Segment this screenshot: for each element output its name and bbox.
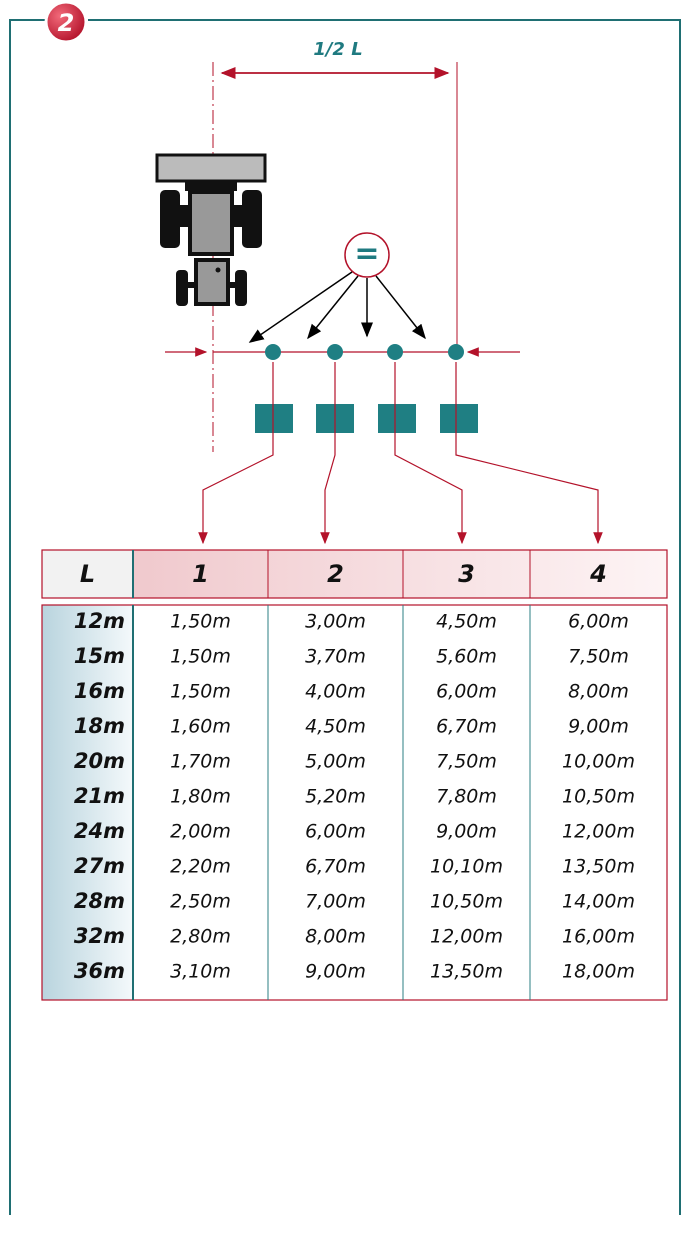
cell-value: 7,50m: [568, 646, 629, 668]
row-label: 32m: [74, 924, 125, 948]
cell-value: 6,70m: [436, 716, 497, 738]
cell-value: 1,80m: [170, 786, 231, 808]
row-label: 28m: [74, 889, 125, 913]
cell-value: 4,50m: [436, 611, 497, 633]
cell-value: 3,70m: [305, 646, 366, 668]
cell-value: 5,60m: [436, 646, 497, 668]
header-text: 4: [589, 560, 607, 588]
body-border: [41, 604, 668, 1001]
cell-value: 1,50m: [170, 681, 231, 703]
row-label: 16m: [74, 679, 125, 703]
row-label: 15m: [74, 644, 125, 668]
cell-value: 7,50m: [436, 751, 497, 773]
cell-value: 3,00m: [305, 611, 366, 633]
header-border: [41, 549, 668, 599]
cell-value: 13,50m: [562, 856, 635, 878]
cell-value: 7,00m: [305, 891, 366, 913]
cell-value: 12,00m: [430, 926, 503, 948]
header-text: 1: [192, 560, 209, 588]
cell-value: 6,70m: [305, 856, 366, 878]
equal-circle: [344, 232, 390, 278]
table: L 1 2 3 4 12m 1,50m 3,00m 4,50m 6,00m 15m 1,50m 3,70…: [41, 549, 668, 1001]
row-label: 21m: [74, 784, 125, 808]
cell-value: 1,70m: [170, 751, 231, 773]
cell-value: 6,00m: [568, 611, 629, 633]
cell-value: 5,20m: [305, 786, 366, 808]
cell-value: 1,50m: [170, 611, 231, 633]
header-text: 2: [327, 560, 344, 588]
cell-value: 10,00m: [562, 751, 635, 773]
cell-value: 5,00m: [305, 751, 366, 773]
cell-value: 10,10m: [430, 856, 503, 878]
cell-value: 4,50m: [305, 716, 366, 738]
half-label: 1/2 L: [313, 39, 362, 60]
row-label: 18m: [74, 714, 125, 738]
tractor: [155, 153, 267, 306]
distribution-arrows: [248, 271, 426, 343]
cell-value: 2,80m: [170, 926, 231, 948]
cell-value: 1,60m: [170, 716, 231, 738]
header-cell: [42, 550, 133, 598]
cell-value: 2,50m: [170, 891, 231, 913]
row-label: 24m: [74, 819, 125, 843]
badge-text: 2: [58, 9, 75, 37]
header-text: 3: [458, 560, 475, 588]
row-label: 27m: [74, 854, 125, 878]
frame: [9, 19, 681, 1215]
cell-value: 10,50m: [430, 891, 503, 913]
cell-value: 10,50m: [562, 786, 635, 808]
cell-value: 13,50m: [430, 961, 503, 983]
cell-value: 9,00m: [436, 821, 497, 843]
cell-value: 3,10m: [170, 961, 231, 983]
equal-sign: =: [354, 237, 379, 272]
cell-value: 8,00m: [568, 681, 629, 703]
cell-value: 7,80m: [436, 786, 497, 808]
cell-value: 4,00m: [305, 681, 366, 703]
cell-value: 1,50m: [170, 646, 231, 668]
cell-value: 9,00m: [305, 961, 366, 983]
label-column: [42, 605, 133, 1000]
row-label: 36m: [74, 959, 125, 983]
cell-value: 8,00m: [305, 926, 366, 948]
cell-value: 12,00m: [562, 821, 635, 843]
cell-value: 6,00m: [305, 821, 366, 843]
cell-value: 16,00m: [562, 926, 635, 948]
cell-value: 18,00m: [562, 961, 635, 983]
cell-value: 6,00m: [436, 681, 497, 703]
badge: [44, 0, 88, 44]
header-band: [133, 550, 667, 598]
row-label: 12m: [74, 609, 125, 633]
header-text: L: [80, 560, 95, 588]
row-label: 20m: [74, 749, 125, 773]
nozzles: [255, 344, 478, 433]
cell-value: 9,00m: [568, 716, 629, 738]
connectors: [198, 362, 603, 545]
cell-value: 2,20m: [170, 856, 231, 878]
cell-value: 14,00m: [562, 891, 635, 913]
cell-value: 2,00m: [170, 821, 231, 843]
